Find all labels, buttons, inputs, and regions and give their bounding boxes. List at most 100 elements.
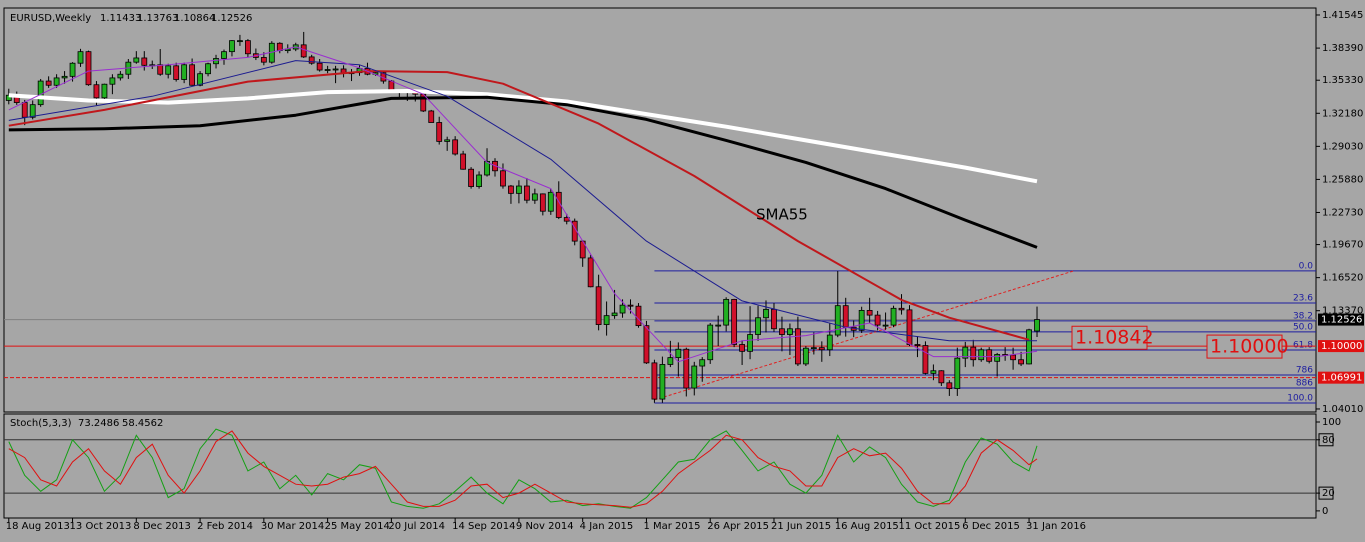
candle-body bbox=[85, 51, 92, 86]
fib-label: 50.0 bbox=[1293, 322, 1313, 332]
candle-body bbox=[245, 40, 251, 55]
candle-body bbox=[5, 94, 12, 101]
candle-body bbox=[747, 334, 753, 352]
candle-body bbox=[444, 139, 451, 142]
candle-body bbox=[978, 349, 985, 361]
annotation: 1.10842 bbox=[1075, 327, 1154, 349]
fib-label: 61.8 bbox=[1293, 340, 1313, 350]
candle-body bbox=[779, 328, 785, 335]
candle-body bbox=[157, 64, 164, 75]
candle-body bbox=[1026, 329, 1032, 365]
candle-body bbox=[508, 185, 514, 194]
candle-body bbox=[962, 346, 969, 359]
stoch-tick-label: 100 bbox=[1322, 417, 1341, 428]
candle-body bbox=[882, 324, 889, 327]
candle-body bbox=[994, 354, 1001, 362]
candle-body bbox=[595, 286, 602, 325]
candle-body bbox=[141, 57, 148, 66]
candle-body bbox=[866, 309, 873, 316]
candle-body bbox=[324, 69, 331, 71]
price-tag-label: 1.10000 bbox=[1321, 341, 1362, 352]
candle-body bbox=[763, 308, 769, 319]
candle-body bbox=[810, 347, 817, 350]
candle-body bbox=[117, 73, 124, 79]
candle-body bbox=[898, 307, 905, 311]
moving-average bbox=[8, 70, 1030, 341]
candle-body bbox=[699, 359, 706, 367]
candle-body bbox=[1018, 359, 1024, 365]
trendline bbox=[654, 270, 1074, 401]
ohlc-high: 1.13763 bbox=[137, 13, 178, 24]
candle-body bbox=[428, 110, 435, 123]
fib-label: 0.0 bbox=[1299, 261, 1314, 271]
candle-body bbox=[436, 122, 443, 142]
x-tick-label: 6 Dec 2015 bbox=[962, 521, 1020, 532]
price-tag bbox=[1318, 340, 1364, 353]
y-tick-label: 1.32180 bbox=[1322, 108, 1363, 119]
candle-body bbox=[771, 308, 777, 330]
ohlc-close: 1.12526 bbox=[211, 13, 252, 24]
candle-body bbox=[332, 68, 339, 71]
chart-title: EURUSD,Weekly bbox=[10, 13, 91, 24]
candle-body bbox=[723, 298, 730, 326]
stoch-title: Stoch(5,3,3) bbox=[10, 418, 72, 429]
candle-body bbox=[452, 139, 459, 155]
candle-body bbox=[890, 307, 897, 326]
candle-body bbox=[755, 317, 761, 335]
x-tick-label: 14 Sep 2014 bbox=[452, 521, 515, 532]
candle-body bbox=[468, 168, 474, 187]
x-tick-label: 20 Jul 2014 bbox=[388, 521, 445, 532]
candle-body bbox=[21, 102, 28, 118]
candle-body bbox=[818, 347, 825, 351]
candle-body bbox=[221, 51, 227, 59]
moving-average bbox=[8, 95, 1038, 249]
candle-body bbox=[173, 65, 180, 80]
candle-body bbox=[53, 77, 60, 86]
y-tick-label: 1.38390 bbox=[1322, 43, 1363, 54]
candle-body bbox=[930, 370, 937, 374]
candle-body bbox=[109, 77, 116, 85]
fib-label: 786 bbox=[1296, 365, 1313, 375]
x-tick-label: 25 May 2014 bbox=[325, 521, 390, 532]
candle-body bbox=[213, 58, 219, 65]
main-panel bbox=[3, 7, 1317, 413]
candle-body bbox=[523, 185, 530, 201]
candle-body bbox=[205, 63, 211, 75]
candle-body bbox=[954, 357, 961, 389]
stoch-line bbox=[8, 430, 1038, 508]
candle-body bbox=[914, 344, 921, 346]
stoch-tick-label: 20 bbox=[1322, 488, 1335, 499]
stoch-k: 73.2486 bbox=[78, 418, 119, 429]
moving-average bbox=[8, 46, 1038, 363]
y-tick-label: 1.13370 bbox=[1322, 306, 1363, 317]
candle-body bbox=[938, 370, 945, 384]
candle-body bbox=[229, 40, 235, 53]
bid-tag-label: 1.12526 bbox=[1321, 315, 1362, 326]
stoch-tick-label: 0 bbox=[1322, 506, 1328, 517]
candle-body bbox=[484, 160, 490, 176]
candle-body bbox=[531, 193, 538, 201]
fib-label: 23.6 bbox=[1293, 293, 1313, 303]
x-tick-label: 1 Mar 2015 bbox=[643, 521, 700, 532]
candle-body bbox=[611, 312, 618, 317]
candle-body bbox=[308, 56, 315, 64]
candle-body bbox=[300, 44, 307, 58]
moving-average bbox=[8, 60, 1037, 342]
candle-body bbox=[516, 185, 522, 194]
candle-body bbox=[69, 62, 76, 77]
x-tick-label: 31 Jan 2016 bbox=[1026, 521, 1086, 532]
candle-body bbox=[635, 305, 642, 327]
annotation: 1.10000 bbox=[1210, 336, 1289, 358]
stoch-panel bbox=[3, 413, 1317, 519]
x-tick-label: 8 Dec 2013 bbox=[133, 521, 191, 532]
candle-body bbox=[603, 315, 610, 325]
candle-body bbox=[61, 75, 68, 79]
candle-body bbox=[1010, 354, 1017, 361]
fib-label: 100.0 bbox=[1287, 393, 1313, 403]
y-tick-label: 1.35330 bbox=[1322, 75, 1363, 86]
candle-body bbox=[500, 170, 506, 187]
y-tick-label: 1.04010 bbox=[1322, 404, 1363, 415]
candle-body bbox=[189, 64, 196, 86]
candle-body bbox=[476, 174, 482, 187]
candle-body bbox=[858, 309, 865, 331]
